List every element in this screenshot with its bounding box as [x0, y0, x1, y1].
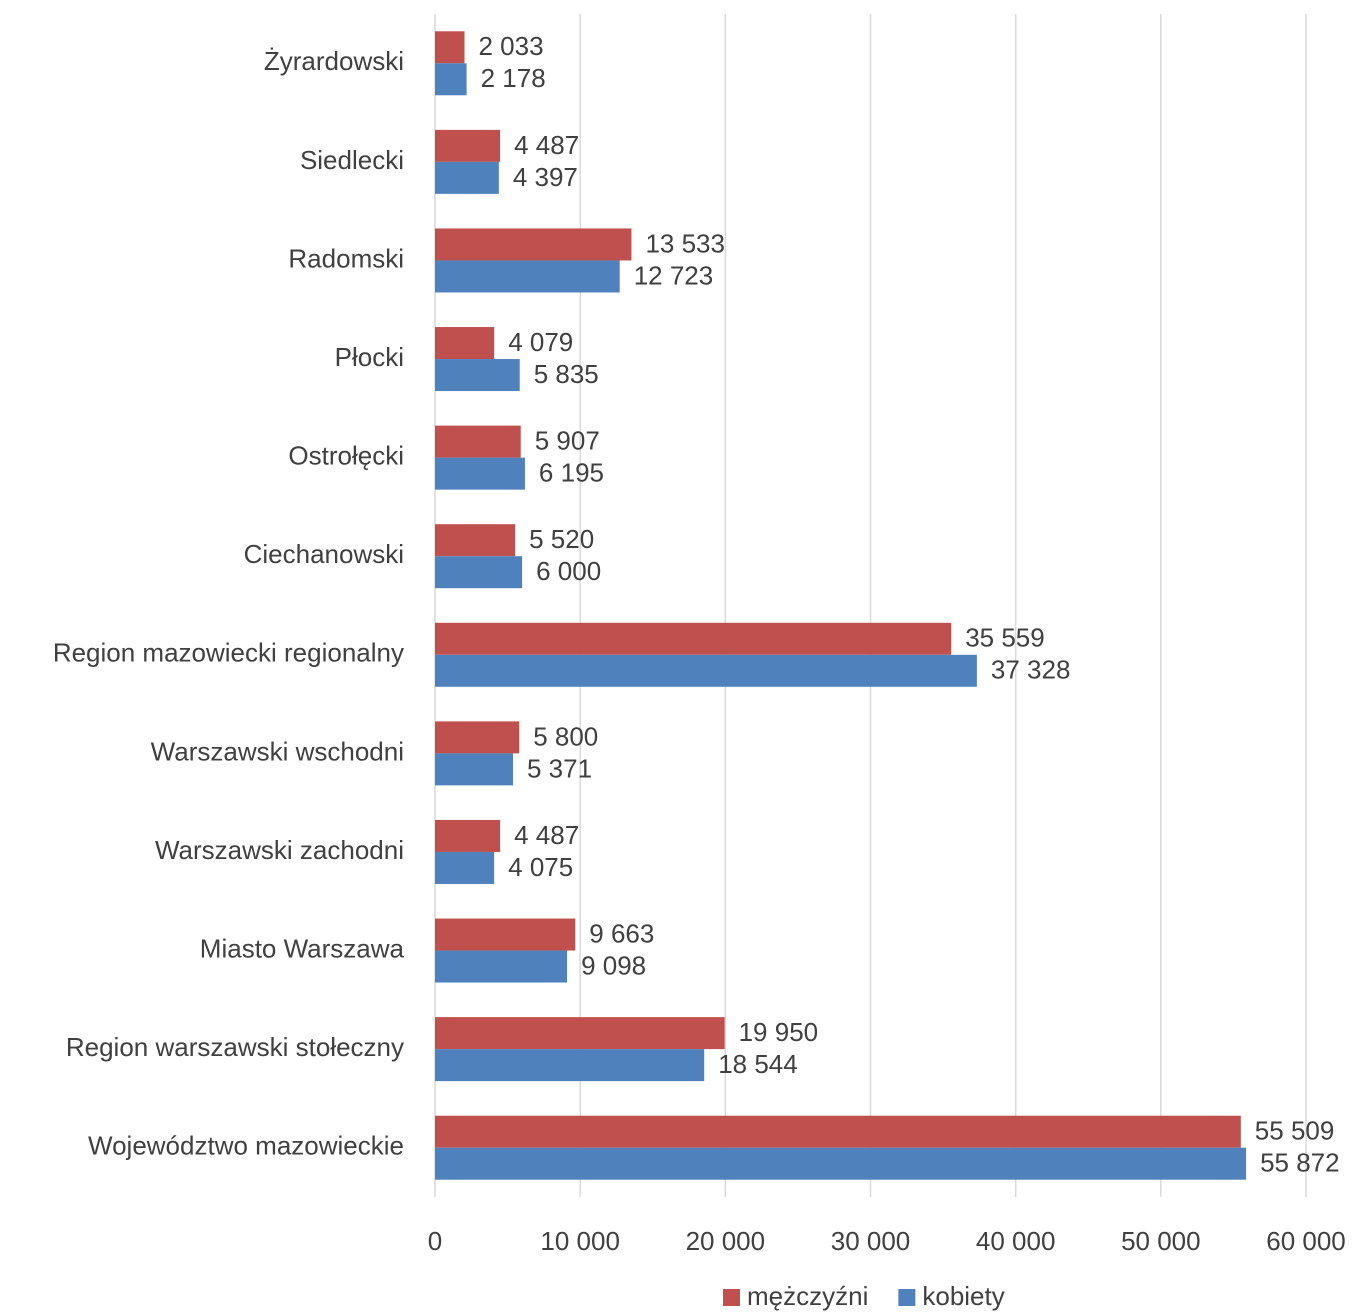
y-tick-label: Radomski — [288, 243, 404, 273]
y-tick-label: Województwo mazowieckie — [88, 1131, 404, 1161]
bar — [435, 851, 495, 884]
bar — [435, 129, 501, 162]
bar — [435, 524, 516, 557]
data-label: 4 079 — [508, 327, 573, 357]
x-tick-label: 40 000 — [976, 1226, 1056, 1256]
data-label: 2 033 — [479, 31, 544, 61]
x-tick-label: 0 — [428, 1226, 442, 1256]
data-label: 18 544 — [718, 1049, 798, 1079]
data-label: 5 835 — [534, 359, 599, 389]
data-label: 6 000 — [536, 556, 601, 586]
bar — [435, 1049, 705, 1082]
bar — [435, 918, 576, 951]
y-tick-label: Siedlecki — [300, 145, 404, 175]
data-label: 5 371 — [527, 753, 592, 783]
y-tick-label: Miasto Warszawa — [200, 933, 405, 963]
data-label: 5 907 — [535, 426, 600, 456]
data-label: 4 075 — [508, 852, 573, 882]
data-label: 37 328 — [991, 655, 1071, 685]
y-tick-label: Region warszawski stołeczny — [66, 1032, 404, 1062]
legend-swatch — [898, 1289, 916, 1306]
bar — [435, 161, 499, 194]
x-tick-label: 30 000 — [831, 1226, 911, 1256]
data-label: 35 559 — [965, 623, 1045, 653]
data-label: 4 487 — [514, 130, 579, 160]
y-tick-label: Ostrołęcki — [288, 441, 404, 471]
bar — [435, 260, 620, 293]
bar — [435, 1147, 1247, 1180]
data-label: 4 487 — [514, 820, 579, 850]
y-tick-label: Warszawski wschodni — [151, 736, 404, 766]
data-label: 5 520 — [529, 524, 594, 554]
bar — [435, 457, 525, 490]
y-tick-label: Region mazowiecki regionalny — [53, 638, 404, 668]
x-tick-label: 10 000 — [540, 1226, 620, 1256]
data-label: 55 509 — [1255, 1116, 1335, 1146]
bar — [435, 359, 520, 392]
bar — [435, 654, 977, 687]
bar — [435, 721, 520, 754]
y-tick-label: Warszawski zachodni — [155, 835, 404, 865]
bar — [435, 556, 523, 589]
legend-label: kobiety — [922, 1281, 1004, 1311]
bar — [435, 1017, 725, 1050]
data-label: 2 178 — [481, 63, 546, 93]
x-tick-label: 50 000 — [1121, 1226, 1201, 1256]
data-label: 13 533 — [645, 228, 725, 258]
data-label: 9 098 — [581, 950, 646, 980]
bar — [435, 228, 632, 261]
data-label: 6 195 — [539, 458, 604, 488]
y-tick-label: Płocki — [335, 342, 404, 372]
x-tick-label: 60 000 — [1266, 1226, 1346, 1256]
bar — [435, 31, 465, 64]
bar — [435, 753, 513, 786]
x-tick-label: 20 000 — [686, 1226, 766, 1256]
legend-swatch — [723, 1289, 740, 1306]
data-label: 5 800 — [533, 721, 598, 751]
data-label: 55 872 — [1260, 1148, 1340, 1178]
bar — [435, 950, 568, 983]
y-tick-label: Ciechanowski — [244, 539, 404, 569]
bar — [435, 819, 501, 852]
bar — [435, 622, 952, 655]
data-label: 9 663 — [589, 918, 654, 948]
bar — [435, 63, 467, 96]
bar — [435, 425, 521, 458]
y-tick-label: Żyrardowski — [264, 46, 404, 76]
data-label: 19 950 — [739, 1017, 819, 1047]
data-label: 4 397 — [513, 162, 578, 192]
bar — [435, 1115, 1241, 1148]
data-label: 12 723 — [634, 260, 714, 290]
bar — [435, 327, 495, 360]
legend-label: mężczyźni — [747, 1281, 868, 1311]
